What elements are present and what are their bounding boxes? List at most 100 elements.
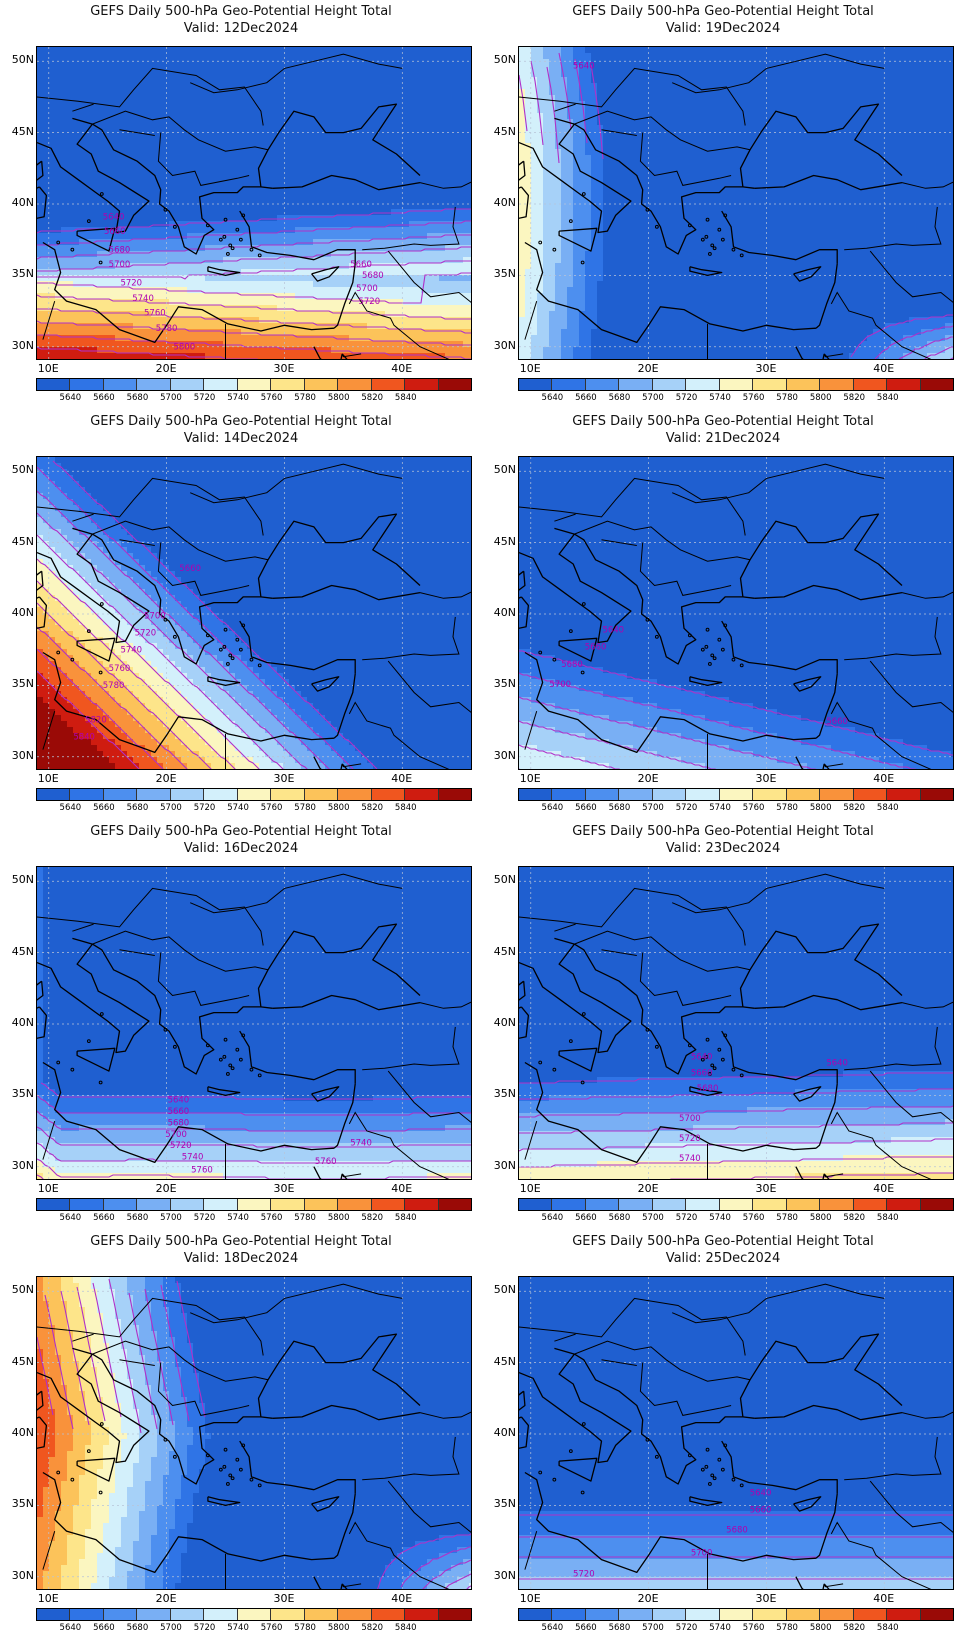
color-scale-swatch bbox=[853, 379, 888, 390]
color-scale-swatch bbox=[438, 789, 472, 800]
longitude-tick-label: 20E bbox=[156, 362, 177, 375]
latitude-tick-label: 35N bbox=[2, 267, 34, 280]
color-scale-swatch bbox=[37, 1609, 71, 1620]
color-scale-label: 5740 bbox=[227, 1623, 249, 1633]
color-scale-label: 5640 bbox=[60, 393, 82, 403]
color-scale-swatch bbox=[304, 789, 339, 800]
latitude-tick-label: 50N bbox=[2, 53, 34, 66]
longitude-tick-label: 30E bbox=[755, 362, 776, 375]
longitude-tick-label: 40E bbox=[873, 362, 894, 375]
height-field-map: 5660 5700 5720 5740 5760 5780 5820 5840 bbox=[37, 457, 471, 769]
color-scale-swatch bbox=[37, 1199, 71, 1210]
color-scale-swatch bbox=[37, 789, 71, 800]
contour-label: 5640 bbox=[168, 1096, 190, 1106]
coastlines bbox=[37, 513, 421, 769]
color-scale-swatch bbox=[405, 379, 439, 390]
contour-lines bbox=[37, 1278, 471, 1589]
contour-label: 5820 bbox=[85, 715, 107, 725]
color-scale-label: 5760 bbox=[261, 803, 283, 813]
color-scale-label: 5780 bbox=[776, 803, 798, 813]
color-scale-label: 5820 bbox=[843, 1623, 865, 1633]
color-scale-label: 5700 bbox=[160, 1213, 182, 1223]
color-scale-swatch bbox=[204, 789, 238, 800]
islands bbox=[538, 602, 744, 675]
longitude-tick-label: 40E bbox=[391, 1592, 412, 1605]
latitude-tick-label: 50N bbox=[484, 1283, 516, 1296]
contour-label: 5640 bbox=[103, 213, 125, 223]
color-scale-label: 5840 bbox=[877, 1623, 899, 1633]
graticule bbox=[37, 457, 471, 769]
color-scale-swatch bbox=[552, 789, 586, 800]
color-scale-swatch bbox=[585, 379, 620, 390]
color-scale-label: 5820 bbox=[361, 393, 383, 403]
contour-label: 5760 bbox=[191, 1165, 213, 1175]
color-scale-swatch bbox=[686, 789, 720, 800]
color-scale-bar bbox=[518, 1198, 954, 1211]
latitude-tick-label: 30N bbox=[2, 1159, 34, 1172]
color-scale-label: 5840 bbox=[877, 1213, 899, 1223]
color-scale-swatch bbox=[887, 1609, 921, 1620]
latitude-tick-label: 35N bbox=[2, 1497, 34, 1510]
panel-title: GEFS Daily 500-hPa Geo-Potential Height … bbox=[0, 414, 482, 430]
color-scale-label: 5680 bbox=[609, 1623, 631, 1633]
color-scale-swatch bbox=[137, 379, 171, 390]
color-scale-swatch bbox=[753, 379, 787, 390]
color-scale-label: 5720 bbox=[194, 393, 216, 403]
color-scale-label: 5800 bbox=[810, 803, 832, 813]
color-scale-label: 5660 bbox=[575, 1213, 597, 1223]
color-scale-label: 5780 bbox=[776, 393, 798, 403]
color-scale-label: 5840 bbox=[395, 1623, 417, 1633]
color-scale-swatch bbox=[103, 379, 138, 390]
color-scale-label: 5820 bbox=[361, 803, 383, 813]
latitude-tick-label: 50N bbox=[2, 463, 34, 476]
color-scale-swatch bbox=[170, 789, 205, 800]
contour-label: 5660 bbox=[104, 227, 126, 237]
color-scale-swatch bbox=[371, 1199, 406, 1210]
color-scale-swatch bbox=[786, 1199, 821, 1210]
contour-label: 5700 bbox=[549, 680, 571, 690]
panel-valid-date: Valid: 14Dec2024 bbox=[0, 431, 482, 447]
color-scale-swatch bbox=[170, 1199, 205, 1210]
panel-title: GEFS Daily 500-hPa Geo-Potential Height … bbox=[0, 1234, 482, 1250]
contour-label: 5640 bbox=[691, 1053, 713, 1063]
color-scale-swatch bbox=[853, 789, 888, 800]
color-scale-swatch bbox=[753, 789, 787, 800]
color-scale-swatch bbox=[652, 1199, 687, 1210]
longitude-tick-label: 30E bbox=[273, 1182, 294, 1195]
color-scale-bar bbox=[36, 788, 472, 801]
islands bbox=[56, 1422, 262, 1495]
panel-valid-date: Valid: 16Dec2024 bbox=[0, 841, 482, 857]
latitude-tick-label: 40N bbox=[2, 1016, 34, 1029]
color-scale-swatch bbox=[686, 1609, 720, 1620]
color-scale-label: 5640 bbox=[542, 803, 564, 813]
color-scale-swatch bbox=[853, 1199, 888, 1210]
map-frame: 5640 5660 5680 5700 5720 5740 5760 5760 5740 bbox=[36, 866, 472, 1180]
color-scale-swatch bbox=[552, 1199, 586, 1210]
color-scale-swatch bbox=[271, 1609, 305, 1620]
color-scale-swatch bbox=[786, 789, 821, 800]
color-scale-swatch bbox=[204, 379, 238, 390]
color-scale-swatch bbox=[37, 379, 71, 390]
contour-lines bbox=[519, 1514, 953, 1580]
color-scale-bar bbox=[518, 1608, 954, 1621]
color-scale-swatch bbox=[619, 379, 653, 390]
color-scale-label: 5800 bbox=[328, 1623, 350, 1633]
forecast-panel: GEFS Daily 500-hPa Geo-Potential Height … bbox=[0, 1230, 482, 1640]
color-scale-label: 5660 bbox=[93, 1213, 115, 1223]
graticule bbox=[37, 867, 471, 1179]
color-scale-label: 5800 bbox=[328, 1213, 350, 1223]
panel-valid-date: Valid: 21Dec2024 bbox=[482, 431, 964, 447]
color-scale-label: 5680 bbox=[127, 1623, 149, 1633]
islands bbox=[56, 192, 262, 265]
latitude-tick-label: 30N bbox=[2, 749, 34, 762]
color-scale-label: 5800 bbox=[328, 803, 350, 813]
latitude-tick-label: 30N bbox=[484, 339, 516, 352]
panel-title: GEFS Daily 500-hPa Geo-Potential Height … bbox=[482, 1234, 964, 1250]
color-scale-label: 5660 bbox=[575, 803, 597, 813]
graticule bbox=[519, 47, 953, 359]
color-scale-swatch bbox=[237, 789, 272, 800]
longitude-tick-label: 20E bbox=[156, 1592, 177, 1605]
coastlines bbox=[519, 103, 903, 359]
country-borders bbox=[37, 1283, 471, 1589]
longitude-tick-label: 30E bbox=[273, 1592, 294, 1605]
